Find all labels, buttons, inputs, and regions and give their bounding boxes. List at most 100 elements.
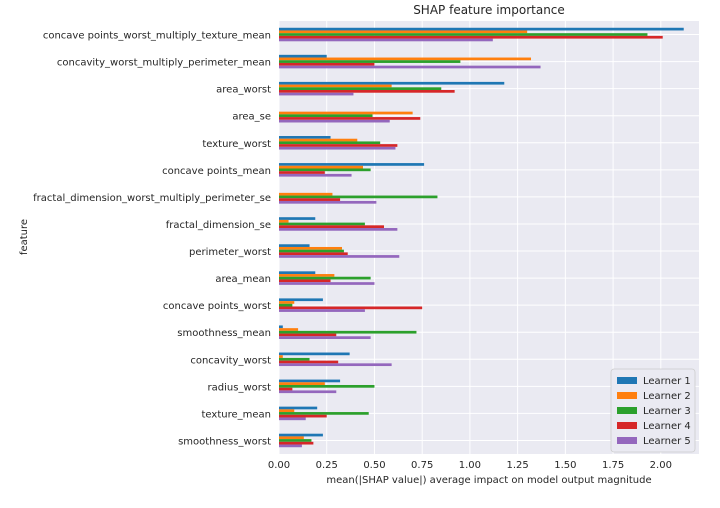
x-tick-label: 0.00 <box>268 460 290 471</box>
legend-swatch <box>617 437 637 444</box>
bar-learner-1 <box>279 325 283 329</box>
bar-learner-2 <box>279 274 335 277</box>
bar-learner-4 <box>279 171 325 174</box>
legend: Learner 1 Learner 2 Learner 3 Learner 4 Lear… <box>610 368 696 453</box>
y-tick-label: area_se <box>232 112 271 123</box>
bar-learner-2 <box>279 219 289 223</box>
bar-learner-4 <box>279 279 331 283</box>
legend-label: Learner 3 <box>643 406 691 417</box>
chart-title: SHAP feature importance <box>413 3 565 17</box>
bar-learner-1 <box>279 217 316 220</box>
bar-learner-5 <box>279 200 377 204</box>
bar-learner-3 <box>279 384 375 388</box>
bar-learner-5 <box>279 363 392 367</box>
bar-learner-5 <box>279 444 302 448</box>
x-tick-label: 0.75 <box>411 460 433 471</box>
y-tick-label: smoothness_mean <box>177 328 271 339</box>
bar-learner-5 <box>279 255 400 258</box>
bar-learner-1 <box>279 352 350 356</box>
x-tick-label: 1.25 <box>507 460 529 471</box>
x-tick-label: 1.00 <box>459 460 481 471</box>
x-tick-label: 1.50 <box>554 460 576 471</box>
bar-learner-1 <box>279 406 318 410</box>
bar-learner-4 <box>279 333 337 337</box>
bar-learner-3 <box>279 357 310 361</box>
legend-box <box>610 368 696 453</box>
y-tick-label: concave points_worst_multiply_texture_me… <box>43 31 271 42</box>
y-tick-label: texture_worst <box>202 139 271 150</box>
bar-learner-3 <box>279 33 648 36</box>
x-axis-label: mean(|SHAP value|) average impact on mod… <box>326 475 651 486</box>
bar-learner-3 <box>279 276 371 280</box>
legend-swatch <box>617 407 637 414</box>
bar-learner-3 <box>279 222 365 226</box>
bar-learner-4 <box>279 35 663 39</box>
y-tick-label: concave points_worst <box>163 301 271 312</box>
bar-learner-4 <box>279 387 293 391</box>
bar-learner-2 <box>279 382 325 385</box>
bar-learner-4 <box>279 198 341 201</box>
bar-learner-3 <box>279 330 417 334</box>
bar-learner-4 <box>279 414 327 418</box>
bar-learner-1 <box>279 298 323 302</box>
bar-learner-5 <box>279 146 396 150</box>
bar-learner-4 <box>279 306 423 310</box>
bar-learner-3 <box>279 114 373 118</box>
legend-label: Learner 1 <box>643 376 691 387</box>
bar-learner-4 <box>279 90 455 93</box>
bar-learner-5 <box>279 173 352 177</box>
bar-learner-4 <box>279 225 384 229</box>
y-tick-labels: concave points_worst_multiply_texture_me… <box>33 31 271 448</box>
bar-learner-5 <box>279 282 375 285</box>
bar-learner-3 <box>279 303 293 307</box>
bar-learner-2 <box>279 246 342 250</box>
bar-learner-4 <box>279 441 314 445</box>
legend-swatch <box>617 377 637 384</box>
bar-learner-2 <box>279 111 413 115</box>
legend-label: Learner 2 <box>643 391 691 402</box>
bar-learner-1 <box>279 81 505 85</box>
y-tick-label: smoothness_worst <box>178 436 271 447</box>
bar-learner-5 <box>279 309 365 312</box>
bar-learner-3 <box>279 168 371 172</box>
bar-learner-5 <box>279 228 398 231</box>
x-tick-label: 1.75 <box>602 460 624 471</box>
bar-learner-2 <box>279 301 295 304</box>
bar-learner-1 <box>279 136 331 139</box>
legend-label: Learner 4 <box>643 421 691 432</box>
bar-learner-5 <box>279 65 541 69</box>
bar-learner-3 <box>279 60 461 63</box>
x-tick-labels: 0.00 0.25 0.50 0.75 1.00 1.25 1.50 1.75 2.00 <box>268 460 672 471</box>
bar-learner-4 <box>279 252 348 256</box>
bar-learner-1 <box>279 54 327 58</box>
bar-learner-2 <box>279 138 358 142</box>
x-tick-label: 2.00 <box>650 460 672 471</box>
bar-learner-3 <box>279 141 381 145</box>
x-tick-label: 0.50 <box>363 460 385 471</box>
y-axis-label: feature <box>19 219 30 255</box>
y-tick-label: concave points_mean <box>162 166 271 177</box>
bar-learner-2 <box>279 57 531 61</box>
bar-learner-4 <box>279 144 398 147</box>
bar-learner-1 <box>279 244 310 247</box>
bar-learner-4 <box>279 117 421 120</box>
y-tick-label: radius_worst <box>208 382 272 393</box>
bar-learner-1 <box>279 27 684 31</box>
bar-learner-1 <box>279 379 341 383</box>
bar-learner-2 <box>279 436 304 440</box>
y-tick-label: area_worst <box>216 85 271 96</box>
y-tick-label: fractal_dimension_se <box>166 220 271 231</box>
legend-swatch <box>617 422 637 429</box>
bar-learner-5 <box>279 390 337 394</box>
y-tick-label: texture_mean <box>202 409 271 420</box>
bar-learner-1 <box>279 163 425 166</box>
bar-learner-2 <box>279 328 299 331</box>
bars <box>279 27 684 448</box>
bar-learner-5 <box>279 119 390 123</box>
y-tick-label: perimeter_worst <box>189 247 271 258</box>
y-tick-label: concavity_worst <box>190 355 271 366</box>
x-tick-label: 0.25 <box>316 460 338 471</box>
legend-swatch <box>617 392 637 399</box>
